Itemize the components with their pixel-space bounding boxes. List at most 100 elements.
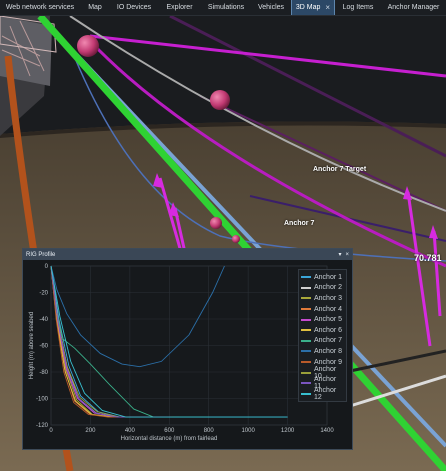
y-tick-label: -20 (39, 291, 48, 297)
distance-readout: 70.781 (414, 253, 442, 263)
green-chain (37, 16, 446, 471)
legend-label: Anchor 12 (314, 386, 337, 401)
buoy-4[interactable] (232, 235, 240, 243)
tab-label: Simulations (207, 4, 245, 11)
legend-label: Anchor 7 (314, 337, 343, 345)
legend-item: Anchor 5 (301, 314, 344, 325)
tab-label: Anchor Manager (387, 4, 440, 11)
legend-item: Anchor 6 (301, 325, 344, 336)
tab-label: Web network services (5, 4, 75, 11)
legend-swatch (301, 350, 311, 353)
y-tick-label: -100 (36, 397, 49, 403)
tab-anchor-manager[interactable]: Anchor Manager (381, 0, 446, 15)
series-line-11 (50, 265, 172, 418)
legend-swatch (301, 286, 311, 289)
legend-item: Anchor 2 (301, 283, 344, 294)
tab-label: Explorer (166, 4, 193, 11)
tab-map[interactable]: Map (80, 0, 110, 15)
tab-io-devices[interactable]: IO Devices (110, 0, 158, 15)
legend-item: Anchor 12 (301, 386, 344, 401)
tab-web-network-services[interactable]: Web network services (0, 0, 80, 15)
legend-swatch (301, 392, 311, 395)
magenta-cable-top (89, 34, 446, 78)
legend-swatch (301, 318, 311, 321)
white-cable (349, 374, 446, 408)
y-axis-label: Height (m) above seabed (29, 312, 35, 379)
legend-swatch (301, 308, 311, 311)
tab-close-icon[interactable]: × (325, 3, 331, 12)
x-tick-label: 1400 (320, 428, 334, 434)
legend-label: Anchor 8 (314, 347, 343, 355)
dropdown-icon[interactable]: ▾ (338, 252, 342, 258)
series-line-8 (50, 265, 225, 368)
buoy-1[interactable] (77, 35, 99, 57)
legend-swatch (301, 329, 311, 332)
x-tick-label: 0 (49, 428, 53, 434)
legend-label: Anchor 3 (314, 294, 343, 302)
legend-item: Anchor 10 (301, 365, 344, 380)
grey-cable (69, 16, 446, 212)
legend-swatch (301, 276, 311, 279)
close-icon[interactable]: × (345, 251, 349, 258)
legend-item: Anchor 8 (301, 346, 344, 357)
legend-item: Anchor 4 (301, 304, 344, 315)
tab-label: Vehicles (257, 4, 285, 11)
tab-explorer[interactable]: Explorer (158, 0, 201, 15)
tab-vehicles[interactable]: Vehicles (251, 0, 291, 15)
y-tick-label: -120 (36, 423, 49, 429)
legend-label: Anchor 6 (314, 326, 343, 334)
rig-profile-chart: 0 200 400 600 800 1000 1200 1400 0 -20 -40 -60 -80 -1… (29, 264, 334, 442)
tab-label: 3D Map (295, 4, 321, 11)
legend-swatch (301, 297, 311, 300)
y-tick-label: -60 (39, 344, 48, 350)
magenta-cable-right (88, 39, 446, 268)
legend-swatch (301, 339, 311, 342)
legend-swatch (301, 371, 311, 374)
legend-item: Anchor 9 (301, 357, 344, 368)
x-axis-label: Horizontal distance (m) from fairlead (121, 436, 218, 442)
chart-legend: Anchor 1 Anchor 2 Anchor 3 Anchor 4 Anchor 5… (298, 269, 347, 403)
legend-label: Anchor 10 (314, 365, 337, 380)
far-line-1 (169, 16, 446, 158)
x-tick-label: 1200 (281, 428, 295, 434)
anchor7-label: Anchor 7 (284, 220, 315, 227)
legend-item: Anchor 7 (301, 336, 344, 347)
dark-line-lower (349, 349, 446, 373)
horizon-ridge (0, 121, 446, 138)
rig-profile-titlebar[interactable]: RIG Profile ▾ × (23, 249, 352, 260)
tab-label: Log Items (342, 4, 374, 11)
legend-label: Anchor 2 (314, 284, 343, 292)
rig-profile-panel[interactable]: RIG Profile ▾ × 0 200 400 600 800 1000 1200 140… (22, 248, 353, 450)
tab-bar: Web network services Map IO Devices Explore… (0, 0, 446, 16)
rig-profile-title: RIG Profile (26, 251, 56, 258)
tab-simulations[interactable]: Simulations (201, 0, 251, 15)
anchor-arrows (153, 173, 442, 347)
legend-item: Anchor 1 (301, 272, 344, 283)
tab-label: Map (88, 4, 102, 11)
legend-item: Anchor 3 (301, 293, 344, 304)
x-tick-label: 800 (204, 428, 215, 434)
y-tick-label: -80 (39, 370, 48, 376)
legend-label: Anchor 1 (314, 273, 343, 281)
series-line-12 (50, 265, 288, 418)
x-tick-label: 600 (164, 428, 175, 434)
legend-swatch (301, 361, 311, 364)
legend-label: Anchor 9 (314, 358, 343, 366)
far-line-2 (199, 95, 446, 212)
legend-item: Anchor 11 (301, 376, 344, 391)
y-tick-label: -40 (39, 317, 48, 323)
legend-label: Anchor 5 (314, 316, 343, 324)
buoy-3[interactable] (210, 217, 222, 229)
series-line-9 (50, 265, 146, 418)
legend-label: Anchor 11 (314, 376, 337, 391)
x-tick-label: 200 (85, 428, 96, 434)
y-tick-label: 0 (45, 264, 49, 270)
legend-label: Anchor 4 (314, 305, 343, 313)
x-tick-label: 1000 (241, 428, 255, 434)
buoy-2[interactable] (210, 90, 230, 110)
tab-log-items[interactable]: Log Items (335, 0, 381, 15)
tab-3d-map[interactable]: 3D Map × (291, 0, 335, 15)
anchor7-target-label: Anchor 7 Target (313, 166, 367, 173)
sky (0, 16, 446, 136)
x-tick-label: 400 (125, 428, 136, 434)
